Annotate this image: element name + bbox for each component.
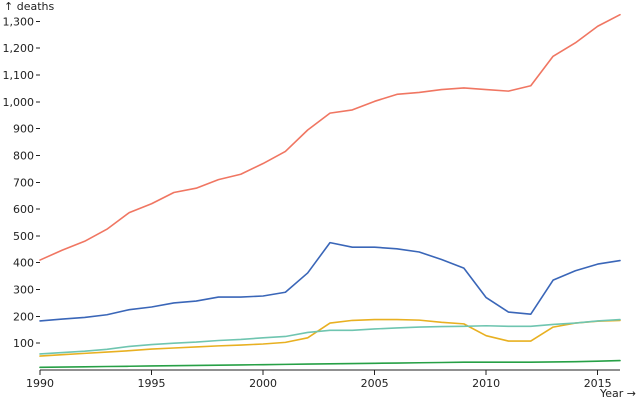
x-tick-label: 2005 (361, 377, 389, 390)
series-line-2 (39, 241, 621, 322)
y-axis-label: ↑ deaths (4, 0, 54, 13)
series-line-3 (39, 318, 621, 357)
series-line-4 (39, 318, 621, 355)
x-tick-label: 2015 (584, 377, 612, 390)
y-tick-label: 400 (13, 257, 34, 270)
y-tick-label: 200 (13, 310, 34, 323)
y-tick-label: 300 (13, 284, 34, 297)
series-line-5 (39, 359, 621, 369)
y-tick-label: 100 (13, 337, 34, 350)
y-tick-label: 1,300 (3, 15, 35, 28)
x-axis: 1990 1995 2000 2005 2010 2015 (26, 369, 620, 390)
y-tick-label: 1,100 (3, 69, 35, 82)
series-line-1 (39, 13, 621, 261)
y-tick-label: 1,000 (3, 96, 35, 109)
x-tick-label: 2010 (472, 377, 500, 390)
x-tick-label: 1990 (26, 377, 54, 390)
x-axis-label: Year → (599, 387, 636, 400)
x-tick-label: 1995 (138, 377, 166, 390)
y-axis: 100 200 300 400 500 600 700 800 900 1,000 1,100 1,2… (3, 15, 40, 350)
y-tick-label: 1,200 (3, 42, 35, 55)
y-tick-label: 700 (13, 176, 34, 189)
y-tick-label: 900 (13, 123, 34, 136)
series-group (39, 13, 621, 369)
y-tick-label: 800 (13, 149, 34, 162)
y-tick-label: 500 (13, 230, 34, 243)
x-tick-label: 2000 (249, 377, 277, 390)
y-tick-label: 600 (13, 203, 34, 216)
